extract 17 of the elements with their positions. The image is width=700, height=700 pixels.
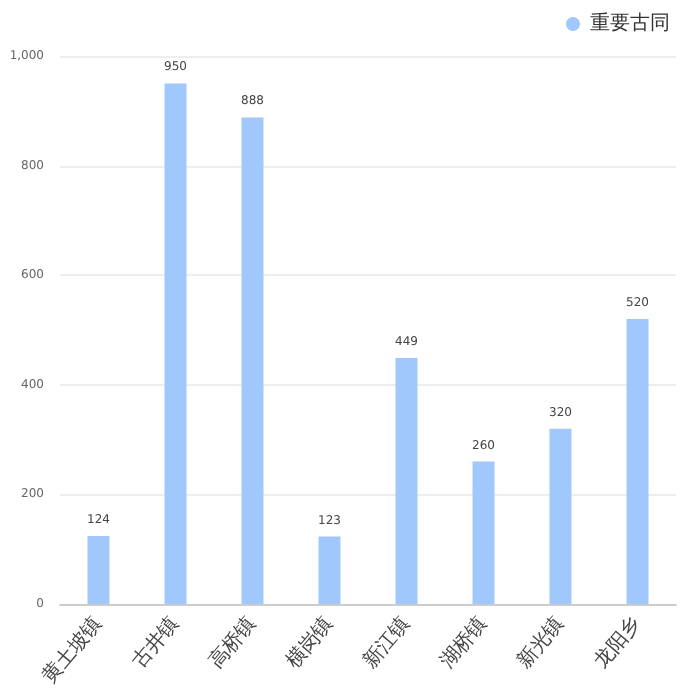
bar: [472, 461, 495, 604]
x-tick-label: 龙阳乡: [588, 611, 646, 674]
bar: [549, 428, 572, 604]
bar: [626, 319, 649, 604]
x-tick-label: 黄土坡镇: [37, 611, 107, 689]
bar: [395, 357, 418, 604]
x-tick-label: 湖桥镇: [434, 611, 492, 674]
x-tick-label: 新光镇: [511, 611, 569, 674]
legend-label: 重要古同: [590, 11, 670, 35]
bar: [241, 117, 264, 604]
bar: [164, 83, 187, 604]
bar: [87, 536, 110, 604]
x-tick-label: 古井镇: [126, 611, 184, 674]
x-tick-label: 高桥镇: [203, 611, 261, 674]
x-tick-label: 横岗镇: [280, 611, 338, 674]
bar: [318, 536, 341, 604]
x-tick-label: 新江镇: [357, 611, 415, 674]
